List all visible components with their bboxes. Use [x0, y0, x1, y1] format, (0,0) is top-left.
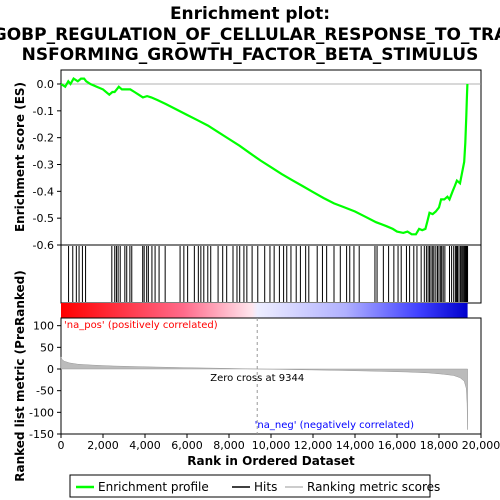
xtick-label: 6,000: [171, 439, 203, 452]
es-ytick-label: -0.1: [33, 105, 54, 118]
xtick-label: 18,000: [420, 439, 459, 452]
rank-ytick-label: -50: [36, 385, 54, 398]
legend-label-enrichment: Enrichment profile: [98, 480, 209, 494]
chart-title-line2: GOBP_REGULATION_OF_CELLULAR_RESPONSE_TO_…: [0, 25, 500, 45]
zero-cross-label: Zero cross at 9344: [210, 373, 304, 384]
rank-panel-frame: [60, 317, 482, 435]
rank-ytick-label: -100: [29, 406, 54, 419]
es-ytick-label: -0.5: [33, 212, 54, 225]
xtick-label: 14,000: [336, 439, 375, 452]
xtick-label: 16,000: [378, 439, 417, 452]
xtick-label: 12,000: [294, 439, 333, 452]
na-neg-label: 'na_neg' (negatively correlated): [255, 420, 414, 431]
es-ytick-label: -0.6: [33, 239, 54, 252]
es-y-axis-label: Enrichment score (ES): [13, 82, 27, 232]
legend-box: [69, 474, 431, 498]
ranking-metric-area: [60, 356, 468, 430]
xtick-label: 2,000: [87, 439, 119, 452]
enrichment-profile-line: [60, 77, 469, 236]
legend-label-ranking: Ranking metric scores: [307, 480, 440, 494]
es-ytick-label: -0.3: [33, 159, 54, 172]
na-pos-label: 'na_pos' (positively correlated): [64, 320, 218, 331]
es-ytick-label: -0.2: [33, 132, 54, 145]
es-panel-frame: [60, 69, 482, 246]
xtick-label: 4,000: [129, 439, 161, 452]
x-axis-label: Rank in Ordered Dataset: [187, 454, 355, 468]
rank-ytick-label: 50: [40, 341, 54, 354]
rank-color-band: [61, 303, 468, 318]
chart-title-line1: Enrichment plot:: [170, 4, 330, 24]
rank-ytick-label: 100: [33, 320, 54, 333]
xtick-label: 20,000: [462, 439, 500, 452]
hits-panel-frame: [60, 244, 482, 304]
rank-ytick-label: 0: [47, 363, 54, 376]
hits-group: [68, 246, 469, 302]
chart-title-line3: NSFORMING_GROWTH_FACTOR_BETA_STIMULUS: [22, 45, 479, 65]
rank-y-axis-label: Ranked list metric (PreRanked): [13, 270, 27, 482]
es-ytick-label: -0.4: [33, 185, 54, 198]
xtick-label: 10,000: [252, 439, 291, 452]
xtick-label: 0: [58, 439, 65, 452]
rank-ytick-label: -150: [29, 428, 54, 441]
xtick-label: 8,000: [213, 439, 245, 452]
es-ytick-label: 0.0: [37, 78, 55, 91]
legend-label-hits: Hits: [254, 480, 277, 494]
